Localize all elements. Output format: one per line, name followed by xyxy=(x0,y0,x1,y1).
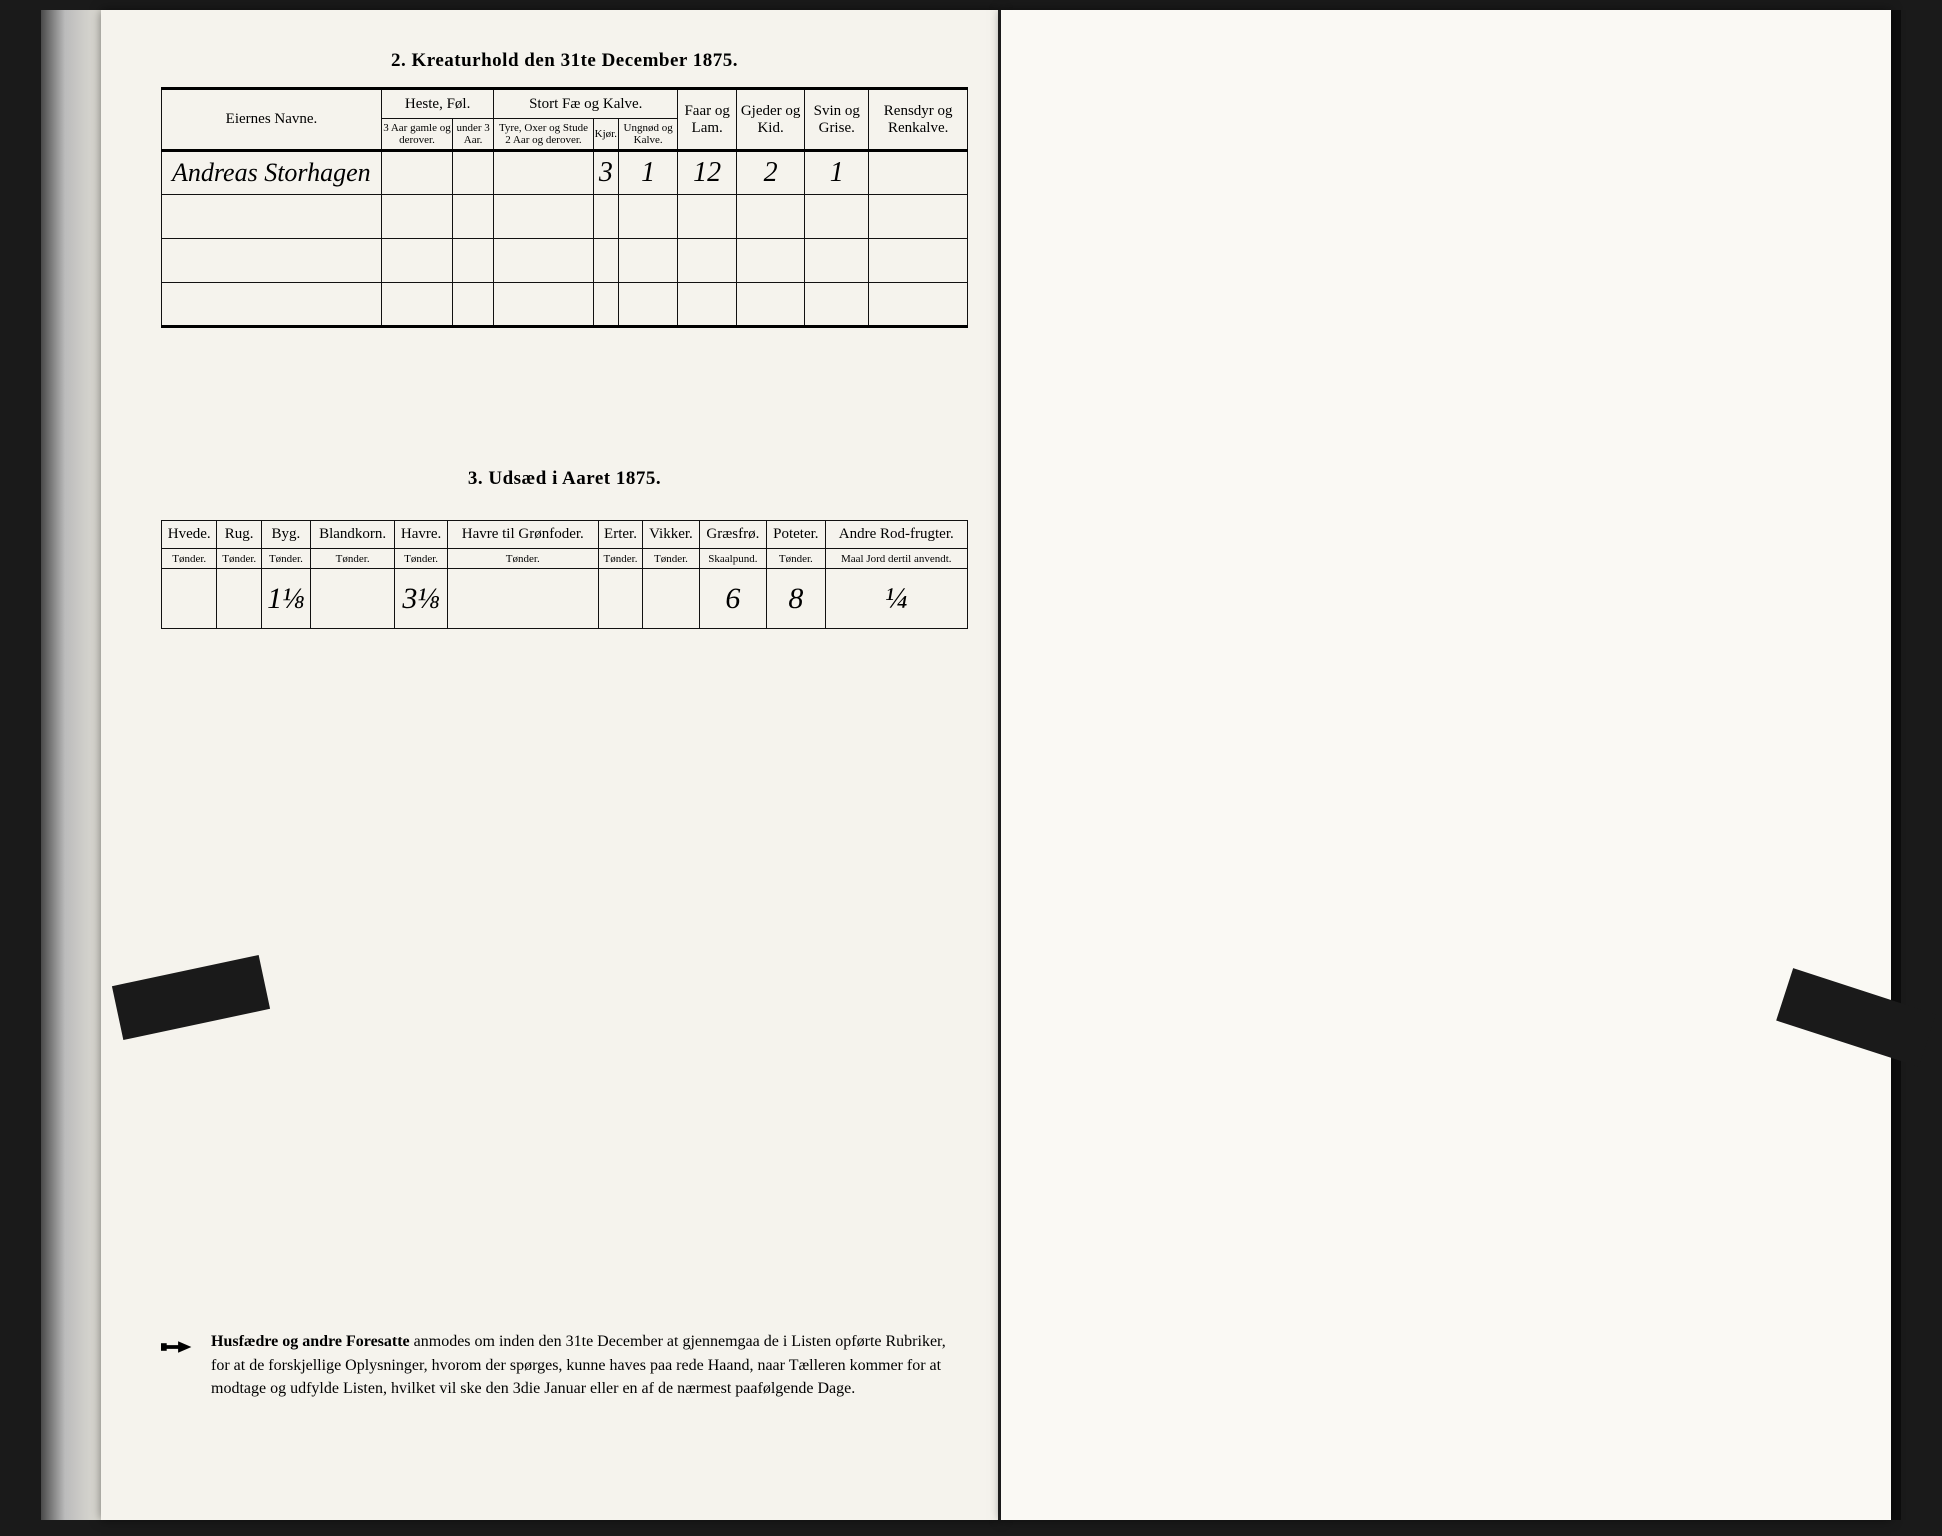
unit: Tønder. xyxy=(162,549,217,569)
cell xyxy=(494,151,593,195)
col-cattle-young: Ungnød og Kalve. xyxy=(618,119,677,151)
cell xyxy=(162,569,217,629)
col-group-cattle: Stort Fæ og Kalve. xyxy=(494,89,678,119)
cell xyxy=(869,151,968,195)
col-horse-over3: 3 Aar gamle og derover. xyxy=(382,119,453,151)
cell-byg: 1⅛ xyxy=(261,569,310,629)
book-spread: 2. Kreaturhold den 31te December 1875. E… xyxy=(41,10,1901,1520)
col-poteter: Poteter. xyxy=(767,521,825,549)
col-goats: Gjeder og Kid. xyxy=(737,89,805,151)
clip-holder-right xyxy=(1776,968,1936,1067)
unit: Tønder. xyxy=(447,549,598,569)
col-blandkorn: Blandkorn. xyxy=(310,521,395,549)
col-cattle-bulls: Tyre, Oxer og Stude 2 Aar og derover. xyxy=(494,119,593,151)
cell-kjor: 3 xyxy=(593,151,618,195)
col-hvede: Hvede. xyxy=(162,521,217,549)
section2-title: 3. Udsæd i Aaret 1875. xyxy=(161,468,968,490)
col-byg: Byg. xyxy=(261,521,310,549)
table-row xyxy=(162,239,968,283)
cell-svin: 1 xyxy=(805,151,869,195)
pointing-hand-icon xyxy=(161,1332,199,1370)
cell xyxy=(643,569,699,629)
col-rug: Rug. xyxy=(217,521,262,549)
left-page: 2. Kreaturhold den 31te December 1875. E… xyxy=(101,10,1001,1520)
col-sheep: Faar og Lam. xyxy=(678,89,737,151)
cell xyxy=(310,569,395,629)
col-cattle-cows: Kjør. xyxy=(593,119,618,151)
cell-gjeder: 2 xyxy=(737,151,805,195)
right-page xyxy=(1001,10,1891,1520)
table-row xyxy=(162,283,968,327)
clip-holder-left xyxy=(112,955,270,1040)
col-vikker: Vikker. xyxy=(643,521,699,549)
col-havre: Havre. xyxy=(395,521,447,549)
col-erter: Erter. xyxy=(598,521,643,549)
unit: Maal Jord dertil anvendt. xyxy=(825,549,967,569)
cell-faar: 12 xyxy=(678,151,737,195)
unit: Tønder. xyxy=(643,549,699,569)
unit: Tønder. xyxy=(310,549,395,569)
table-row xyxy=(162,195,968,239)
cell-ungnod: 1 xyxy=(618,151,677,195)
cell-poteter: 8 xyxy=(767,569,825,629)
table-row: Andreas Storhagen 3 1 12 2 1 xyxy=(162,151,968,195)
unit: Tønder. xyxy=(261,549,310,569)
footnote-lead: Husfædre og andre Foresatte xyxy=(211,1333,410,1350)
col-owner-name: Eiernes Navne. xyxy=(162,89,382,151)
cell xyxy=(217,569,262,629)
col-reindeer: Rensdyr og Renkalve. xyxy=(869,89,968,151)
table-row: 1⅛ 3⅛ 6 8 ¼ xyxy=(162,569,968,629)
livestock-table: Eiernes Navne. Heste, Føl. Stort Fæ og K… xyxy=(161,87,968,328)
owner-name-cell: Andreas Storhagen xyxy=(162,151,382,195)
section1-title: 2. Kreaturhold den 31te December 1875. xyxy=(161,50,968,72)
col-group-horses: Heste, Føl. xyxy=(382,89,494,119)
unit: Tønder. xyxy=(395,549,447,569)
book-spine xyxy=(41,10,101,1520)
col-graesfro: Græsfrø. xyxy=(699,521,766,549)
col-horse-under3: under 3 Aar. xyxy=(452,119,493,151)
unit: Tønder. xyxy=(598,549,643,569)
unit: Tønder. xyxy=(217,549,262,569)
unit: Skaalpund. xyxy=(699,549,766,569)
section-separator xyxy=(161,328,968,468)
footnote: Husfædre og andre Foresatte anmodes om i… xyxy=(211,1330,968,1400)
cell-andre: ¼ xyxy=(825,569,967,629)
col-pigs: Svin og Grise. xyxy=(805,89,869,151)
col-andre: Andre Rod-frugter. xyxy=(825,521,967,549)
cell xyxy=(447,569,598,629)
cell-graesfro: 6 xyxy=(699,569,766,629)
unit: Tønder. xyxy=(767,549,825,569)
sowing-table: Hvede. Rug. Byg. Blandkorn. Havre. Havre… xyxy=(161,520,968,629)
cell xyxy=(598,569,643,629)
cell xyxy=(382,151,453,195)
cell-havre: 3⅛ xyxy=(395,569,447,629)
cell xyxy=(452,151,493,195)
col-havre-gron: Havre til Grønfoder. xyxy=(447,521,598,549)
